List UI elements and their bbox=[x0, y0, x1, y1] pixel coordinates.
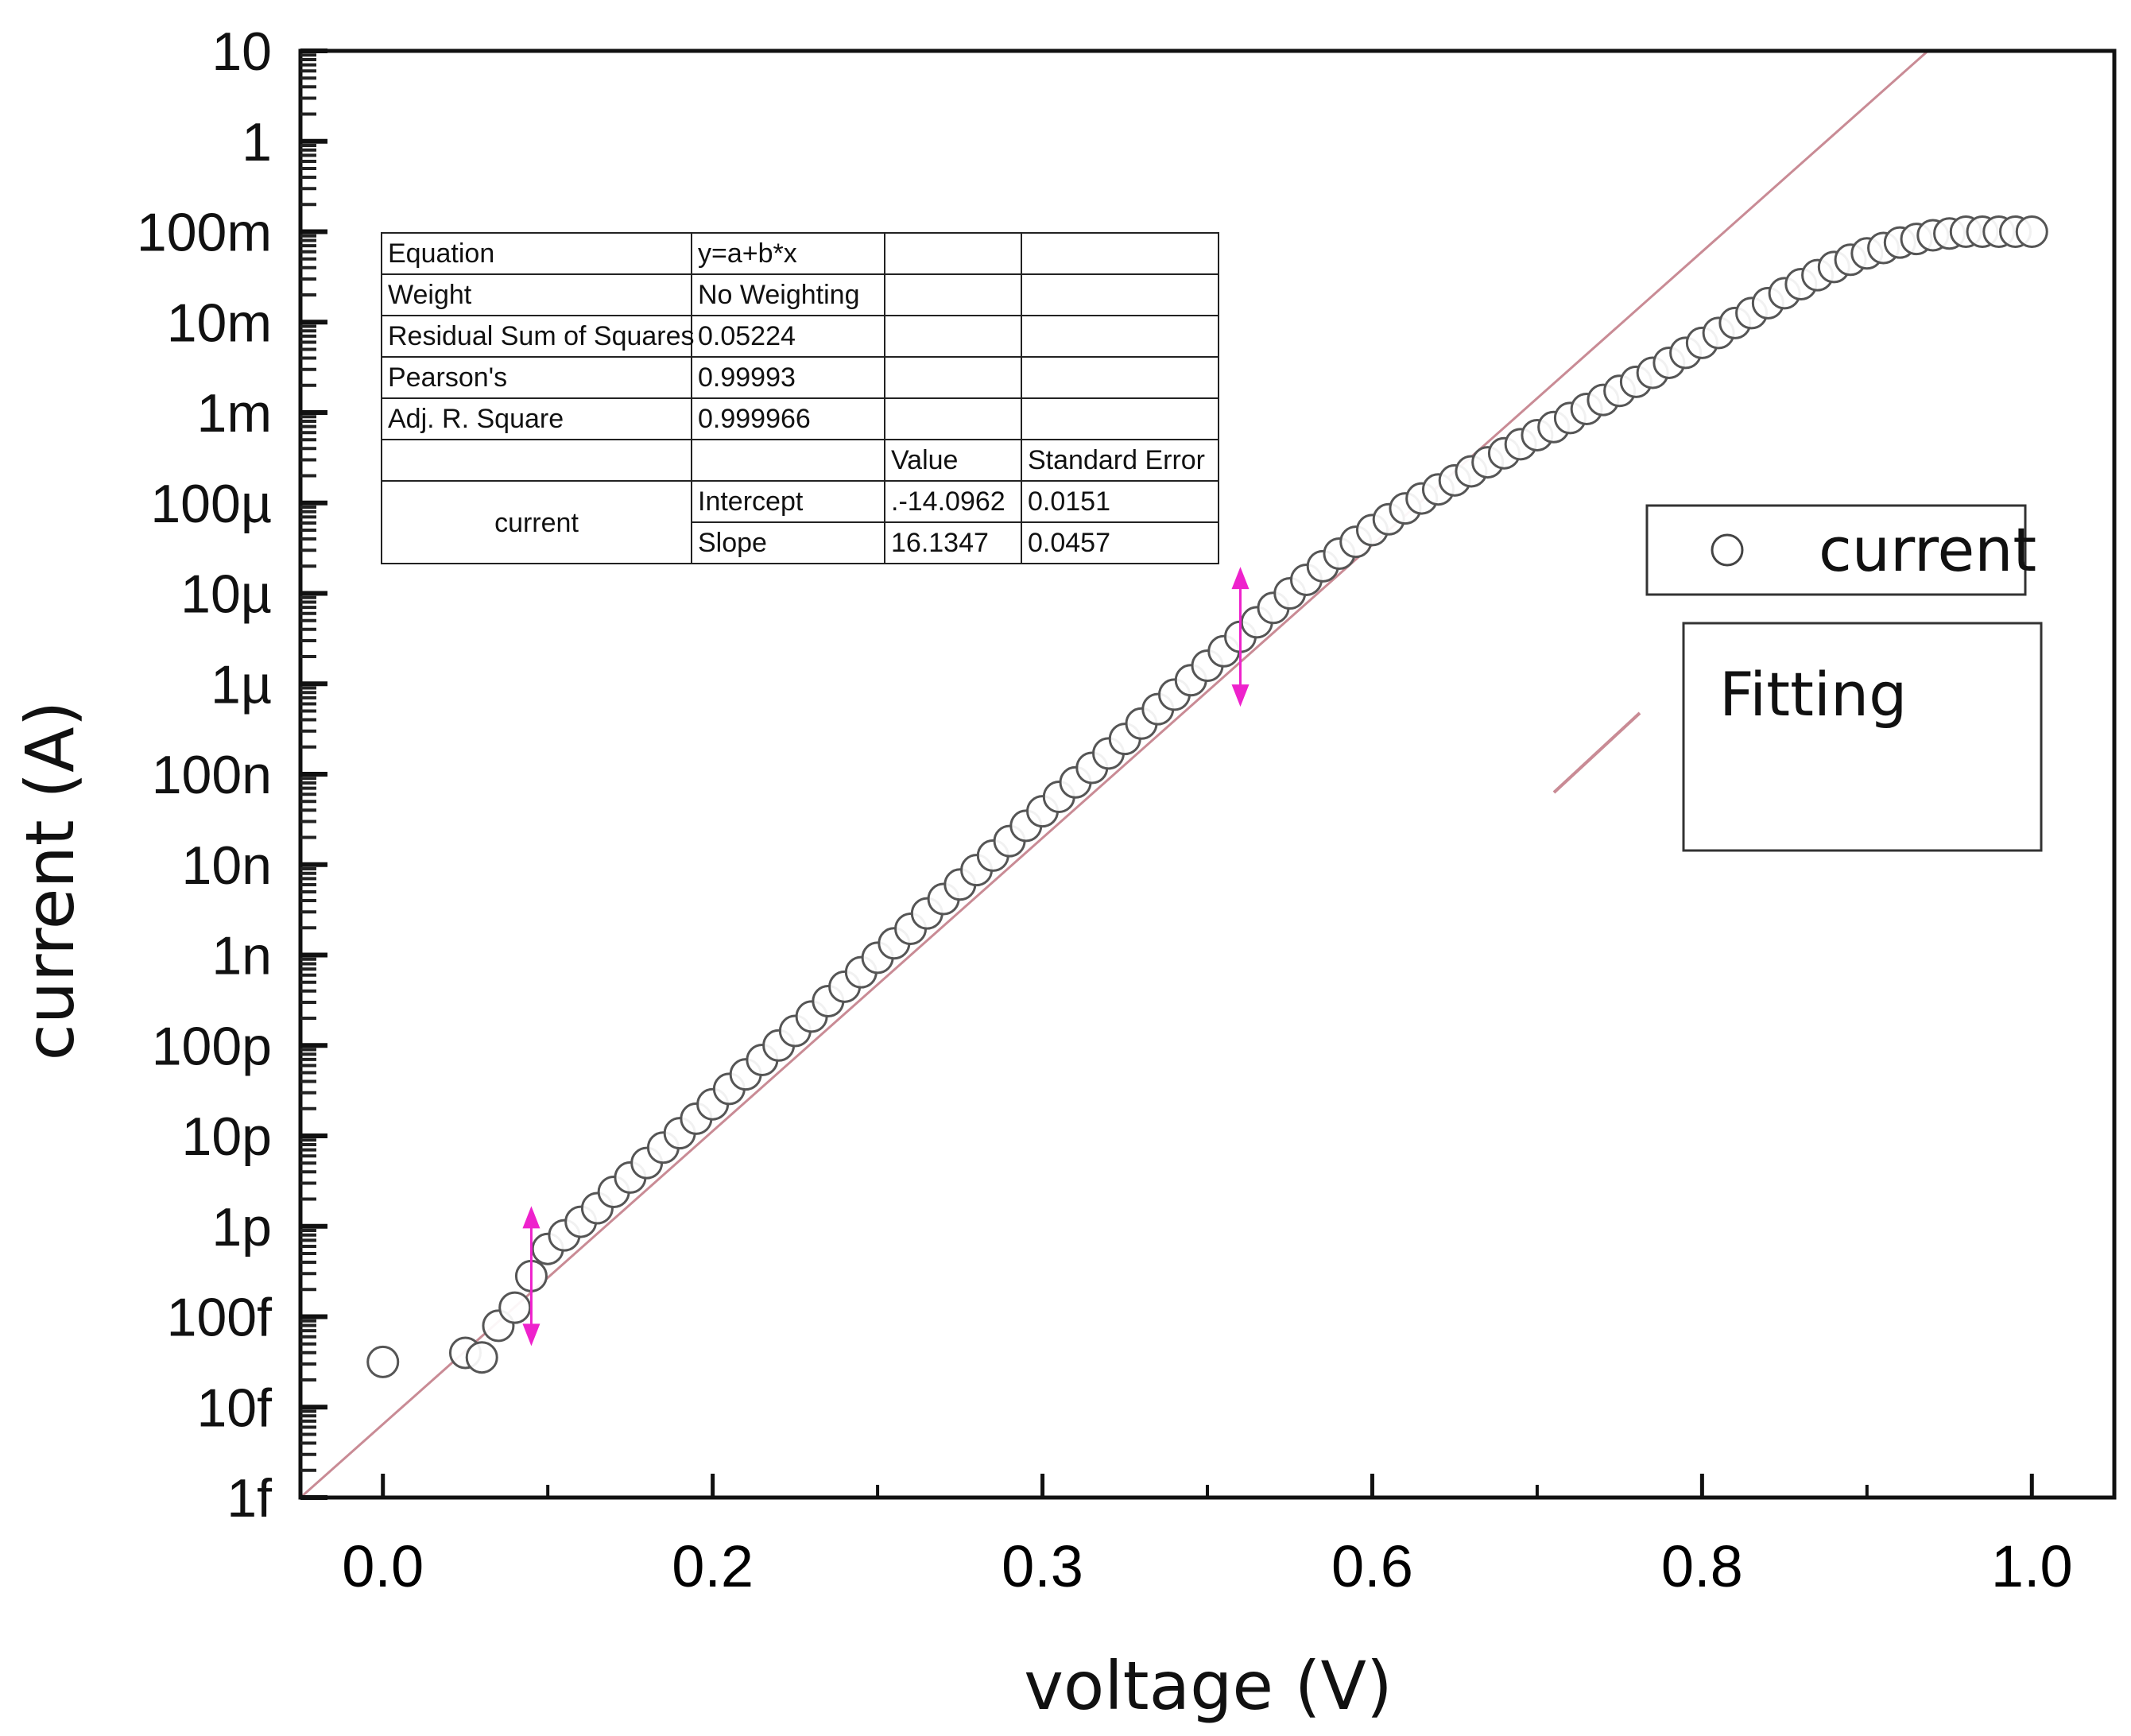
y-tick-label: 10µ bbox=[180, 564, 272, 625]
table-cell: 0.999966 bbox=[698, 404, 811, 434]
table-cell: current bbox=[494, 508, 579, 538]
y-tick-label: 100m bbox=[137, 203, 272, 263]
x-tick-label: 1.0 bbox=[1991, 1533, 2073, 1599]
table-cell: .-14.0962 bbox=[891, 486, 1005, 517]
table-cell: Value bbox=[891, 445, 958, 475]
table-cell: Slope bbox=[698, 528, 767, 558]
data-points-layer bbox=[366, 215, 2048, 1378]
table-cell: Intercept bbox=[698, 486, 804, 517]
y-tick-label: 10n bbox=[182, 835, 272, 896]
table-cell: 16.1347 bbox=[891, 528, 989, 558]
y-tick-label: 10 bbox=[211, 21, 272, 82]
x-tick-label: 0.0 bbox=[342, 1533, 424, 1599]
table-cell: Residual Sum of Squares bbox=[388, 321, 695, 351]
x-axis-title: voltage (V) bbox=[1024, 1647, 1393, 1725]
legend-label-current: current bbox=[1819, 514, 2036, 585]
y-axis-title: current (A) bbox=[11, 701, 89, 1061]
y-tick-label: 100n bbox=[152, 745, 272, 805]
table-cell: Pearson's bbox=[388, 362, 507, 393]
table-cell: 0.0457 bbox=[1028, 528, 1110, 558]
y-tick-label: 10m bbox=[167, 293, 272, 353]
legend-label-fitting: Fitting bbox=[1719, 659, 1907, 730]
fit-range-marker-icon[interactable] bbox=[522, 1206, 540, 1347]
legend-box-fitting bbox=[1682, 622, 2043, 852]
data-point bbox=[2015, 215, 2048, 248]
x-tick-label: 0.2 bbox=[672, 1533, 754, 1599]
y-tick-label: 100f bbox=[167, 1288, 272, 1348]
legend: current Fitting bbox=[1552, 504, 2043, 852]
table-cell: 0.0151 bbox=[1028, 486, 1110, 517]
y-tick-label: 1m bbox=[197, 383, 272, 444]
fit-line bbox=[300, 49, 1929, 1499]
data-point bbox=[498, 1291, 532, 1324]
legend-box-current bbox=[1645, 504, 2027, 596]
fit-results-table: Equation y=a+b*x Weight No WeightingResidua… bbox=[381, 232, 1219, 564]
table-cell: Equation bbox=[388, 238, 494, 269]
y-tick-label: 1f bbox=[227, 1468, 272, 1529]
legend-line-fitting bbox=[1552, 711, 1641, 794]
fit-line-layer bbox=[300, 49, 1929, 1499]
fit-range-marker-icon[interactable] bbox=[1231, 567, 1250, 707]
x-tick-label: 0.3 bbox=[1002, 1533, 1083, 1599]
y-tick-label: 10p bbox=[182, 1106, 272, 1167]
y-tick-label: 100p bbox=[152, 1016, 272, 1076]
y-tick-label: 100µ bbox=[150, 474, 272, 534]
y-tick-label: 1p bbox=[211, 1197, 272, 1257]
y-tick-label: 10f bbox=[196, 1378, 272, 1438]
y-tick-label: 1µ bbox=[211, 654, 272, 715]
y-tick-label: 1 bbox=[242, 112, 272, 172]
table-cell: 0.05224 bbox=[698, 321, 796, 351]
x-axis: 0.0 0.2 0.3 0.6 0.8 1.0 bbox=[342, 1474, 2073, 1599]
table-cell: y=a+b*x bbox=[698, 238, 797, 269]
legend-marker-circle-icon bbox=[1711, 533, 1744, 567]
data-point bbox=[366, 1345, 400, 1378]
y-tick-label: 1n bbox=[211, 926, 272, 986]
table-cell: No Weighting bbox=[698, 280, 860, 310]
table-cell: Adj. R. Square bbox=[388, 404, 564, 434]
y-axis: 10 1 100m 10m 1m 100µ 10µ 1µ 100n 10n 1n 100p 10p 1p 1… bbox=[137, 21, 327, 1529]
data-point bbox=[465, 1341, 498, 1374]
table-cell: 0.99993 bbox=[698, 362, 796, 393]
table-cell: Weight bbox=[388, 280, 472, 310]
x-tick-label: 0.6 bbox=[1331, 1533, 1413, 1599]
table-cell: Standard Error bbox=[1028, 445, 1205, 475]
x-tick-label: 0.8 bbox=[1661, 1533, 1743, 1599]
fit-range-markers bbox=[522, 567, 1250, 1347]
